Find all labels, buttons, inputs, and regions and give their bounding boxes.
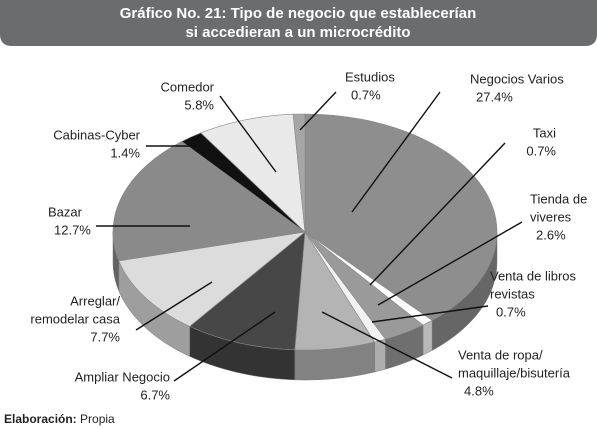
leader-line <box>321 311 453 379</box>
slice-label: Ampliar Negocio <box>75 369 170 384</box>
title-banner <box>0 0 597 46</box>
leader-line <box>173 311 276 382</box>
pie-side <box>422 320 433 356</box>
slice-label: maquillaje/bisutería <box>458 365 571 380</box>
slice-label: remodelar casa <box>30 311 120 326</box>
slice-value: 12.7% <box>54 222 91 237</box>
pie-slice <box>292 113 306 233</box>
slice-label: Tienda de <box>530 191 587 206</box>
slice-label: Venta de libros <box>490 268 577 283</box>
leader-line <box>369 142 506 286</box>
source-label: Elaboración: <box>4 412 77 426</box>
slice-value: 0.7% <box>496 304 526 319</box>
leader-line <box>299 91 337 131</box>
source-text: Propia <box>80 412 115 426</box>
pie-slice <box>112 141 306 262</box>
leader-line <box>377 221 523 306</box>
source: Elaboración: Propia <box>4 412 115 426</box>
leader-line <box>371 305 489 323</box>
pie <box>112 113 498 381</box>
leader-line <box>351 91 441 213</box>
slice-label: Arreglar/ <box>70 293 120 308</box>
slice-value: 4.8% <box>464 383 494 398</box>
pie-slice <box>189 231 306 351</box>
slice-label: Bazar <box>48 204 83 219</box>
slice-value: 27.4% <box>476 89 513 104</box>
slice-label: Venta de ropa/ <box>458 347 543 362</box>
pie-slice <box>304 113 498 321</box>
slice-label: Taxi <box>533 125 556 140</box>
pie-slice <box>118 231 307 327</box>
slice-label: Estudios <box>345 69 395 84</box>
leader-line <box>135 281 213 331</box>
slice-label: Negocios Varios <box>470 71 564 86</box>
chart-title: Gráfico No. 21: Tipo de negocio que esta… <box>120 5 476 22</box>
slice-value: 1.4% <box>110 145 140 160</box>
slice-value: 5.8% <box>184 97 214 112</box>
slice-value: 2.6% <box>536 227 566 242</box>
slice-value: 0.7% <box>526 143 556 158</box>
slice-value: 6.7% <box>140 387 170 402</box>
slice-value: 0.7% <box>351 87 381 102</box>
leader-line <box>219 95 277 173</box>
chart-title: si accedieran a un microcrédito <box>185 24 410 41</box>
slice-label: Comedor <box>161 79 215 94</box>
slice-label: Cabinas-Cyber <box>53 127 140 142</box>
labels: Negocios Varios 27.4% Taxi 0.7% Tienda de viv… <box>30 69 587 402</box>
slice-label: viveres <box>530 209 572 224</box>
pie-slice <box>200 113 306 233</box>
slice-value: 7.7% <box>90 329 120 344</box>
slice-label: revistas <box>490 286 535 301</box>
